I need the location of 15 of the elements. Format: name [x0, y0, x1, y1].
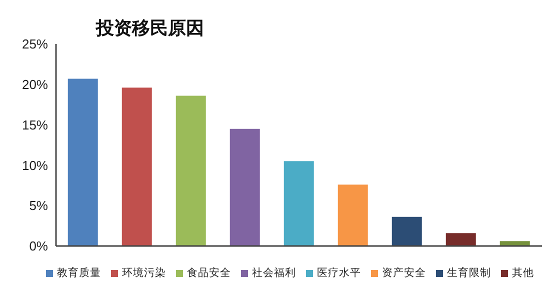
legend-label: 教育质量 [57, 267, 101, 279]
legend-label: 环境污染 [122, 267, 166, 279]
legend-label: 社会福利 [252, 267, 296, 279]
legend-label: 其他 [512, 267, 534, 279]
y-tick-label: 15% [22, 117, 48, 132]
legend-label: 生育限制 [447, 267, 491, 279]
y-tick-label: 25% [22, 36, 48, 52]
legend-label: 食品安全 [187, 267, 231, 279]
y-tick-label: 20% [22, 77, 48, 92]
chart-title: 投资移民原因 [96, 17, 204, 40]
y-tick-label: 5% [29, 198, 48, 214]
y-tick-label: 10% [22, 158, 48, 173]
y-tick-label: 0% [29, 238, 48, 254]
legend-label: 医疗水平 [317, 267, 361, 279]
legend-label: 资产安全 [382, 267, 426, 279]
